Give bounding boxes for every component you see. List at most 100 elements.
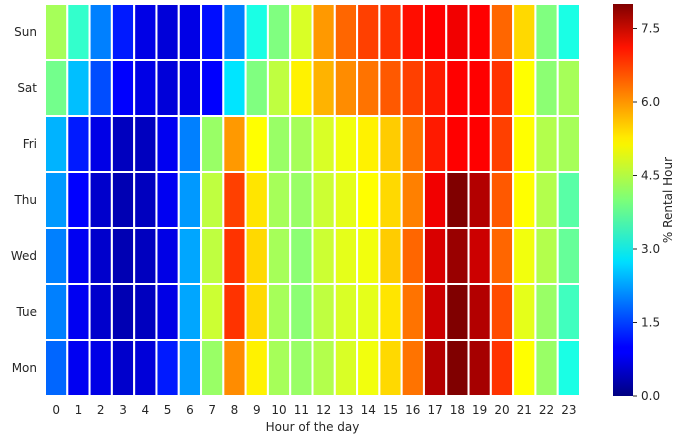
- heatmap-cell: [489, 283, 515, 341]
- heatmap-cell: [110, 171, 136, 229]
- heatmap-cell: [66, 283, 91, 341]
- heatmap-cell: [378, 3, 403, 61]
- x-tick-label: 10: [271, 403, 286, 417]
- heatmap-cell: [489, 339, 515, 397]
- heatmap-cell: [489, 171, 515, 229]
- heatmap-cell: [155, 283, 180, 341]
- x-tick-label: 7: [208, 403, 216, 417]
- heatmap-cell: [222, 283, 247, 341]
- heatmap-cell: [177, 59, 203, 117]
- heatmap-cell: [378, 171, 403, 229]
- heatmap-cell: [66, 227, 91, 285]
- heatmap-cell: [400, 283, 425, 341]
- heatmap-cell: [378, 283, 403, 341]
- heatmap-cell: [244, 171, 269, 229]
- heatmap-cell: [177, 227, 203, 285]
- colorbar-ticks: 0.0 1.5 3.0 4.5 6.0 7.5: [633, 22, 660, 403]
- heatmap-cell: [556, 283, 581, 341]
- heatmap-cell: [266, 59, 292, 117]
- heatmap-cell: [177, 283, 203, 341]
- heatmap-cell: [133, 115, 158, 173]
- heatmap-cell: [422, 283, 448, 341]
- heatmap-cell: [333, 171, 359, 229]
- x-tick-label: 3: [119, 403, 127, 417]
- heatmap-cell: [66, 3, 91, 61]
- heatmap-cell: [445, 227, 470, 285]
- heatmap-cell: [556, 59, 581, 117]
- y-tick-label: Wed: [11, 249, 37, 263]
- x-tick-label: 19: [472, 403, 487, 417]
- heatmap-cell: [467, 339, 492, 397]
- heatmap-cell: [556, 115, 581, 173]
- heatmap-cell: [400, 3, 425, 61]
- heatmap-cell: [222, 227, 247, 285]
- heatmap-cell: [556, 227, 581, 285]
- heatmap-cell: [445, 3, 470, 61]
- heatmap-cell: [44, 3, 69, 61]
- heatmap-cell: [333, 283, 359, 341]
- heatmap-cell: [222, 171, 247, 229]
- y-tick-label: Sat: [17, 81, 37, 95]
- heatmap-cell: [110, 339, 136, 397]
- heatmap-cell: [356, 59, 381, 117]
- x-tick-label: 20: [494, 403, 509, 417]
- heatmap-cell: [266, 339, 292, 397]
- heatmap-cell: [512, 115, 537, 173]
- heatmap-cell: [311, 115, 336, 173]
- heatmap-cell: [222, 339, 247, 397]
- x-axis-label: Hour of the day: [266, 420, 360, 434]
- heatmap-cell: [556, 3, 581, 61]
- heatmap-cell: [445, 339, 470, 397]
- heatmap-cell: [378, 339, 403, 397]
- heatmap-cell: [44, 227, 69, 285]
- heatmap-cell: [422, 3, 448, 61]
- heatmap-cell: [44, 59, 69, 117]
- heatmap-cell: [133, 59, 158, 117]
- x-tick-label: 21: [517, 403, 532, 417]
- heatmap-cell: [333, 3, 359, 61]
- y-tick-label: Sun: [14, 25, 37, 39]
- x-tick-label: 17: [427, 403, 442, 417]
- heatmap-cell: [512, 283, 537, 341]
- heatmap-cell: [200, 59, 225, 117]
- heatmap-cell: [244, 339, 269, 397]
- heatmap-cell: [512, 3, 537, 61]
- heatmap-cell: [155, 339, 180, 397]
- x-tick-label: 6: [186, 403, 194, 417]
- heatmap-cell: [311, 171, 336, 229]
- heatmap-cell: [534, 171, 559, 229]
- heatmap-cell: [489, 59, 515, 117]
- heatmap-cell: [400, 59, 425, 117]
- heatmap-cell: [289, 115, 314, 173]
- x-tick-label: 23: [561, 403, 576, 417]
- heatmap-cell: [422, 115, 448, 173]
- colorbar-tick-label: 7.5: [641, 22, 660, 36]
- heatmap-cell: [133, 339, 158, 397]
- x-tick-label: 9: [253, 403, 261, 417]
- heatmap-cell: [44, 339, 69, 397]
- heatmap-cell: [200, 283, 225, 341]
- heatmap-cell: [333, 339, 359, 397]
- heatmap-cell: [244, 3, 269, 61]
- heatmap-cell: [467, 171, 492, 229]
- heatmap-cell: [489, 3, 515, 61]
- heatmap-cell: [356, 115, 381, 173]
- heatmap-cell: [44, 171, 69, 229]
- y-tick-label: Fri: [23, 137, 37, 151]
- heatmap-cell: [467, 227, 492, 285]
- heatmap-cell: [200, 115, 225, 173]
- heatmap-cell: [133, 3, 158, 61]
- heatmap-cell: [445, 171, 470, 229]
- heatmap-cell: [88, 59, 113, 117]
- heatmap-cell: [512, 59, 537, 117]
- colorbar: [613, 4, 633, 396]
- heatmap-cell: [110, 227, 136, 285]
- heatmap-cell: [534, 283, 559, 341]
- heatmap-cell: [378, 227, 403, 285]
- heatmap-cell: [467, 3, 492, 61]
- heatmap-cell: [155, 115, 180, 173]
- heatmap-cell: [400, 171, 425, 229]
- heatmap-cell: [356, 3, 381, 61]
- heatmap-cell: [133, 171, 158, 229]
- heatmap-cell: [66, 59, 91, 117]
